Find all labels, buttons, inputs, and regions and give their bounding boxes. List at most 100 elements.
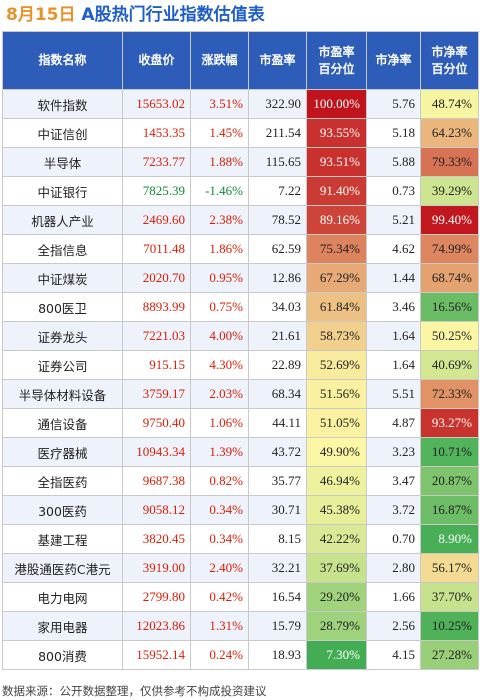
cell-index-name: 800医卫 (2, 292, 123, 322)
col-header-pb: 市净率 (366, 31, 421, 90)
table-row: 机器人产业 2469.60 2.38% 78.52 89.16% 5.21 99.40% (2, 205, 479, 235)
cell-pb: 5.76 (366, 89, 421, 119)
cell-close-price: 3820.45 (122, 524, 191, 554)
cell-index-name: 中证信创 (2, 118, 123, 148)
cell-pe: 44.11 (248, 408, 307, 438)
cell-pb-percentile: 20.87% (420, 466, 479, 496)
cell-index-name: 港股通医药C港元 (2, 553, 123, 583)
cell-change-pct: 1.88% (190, 147, 249, 177)
cell-close-price: 10943.34 (122, 437, 191, 467)
table-row: 800医卫 8893.99 0.75% 34.03 61.84% 3.46 16.56% (2, 292, 479, 322)
cell-index-name: 中证银行 (2, 176, 123, 206)
cell-index-name: 全指医药 (2, 466, 123, 496)
cell-pe: 115.65 (248, 147, 307, 177)
cell-pb-percentile: 64.23% (420, 118, 479, 148)
cell-change-pct: 1.39% (190, 437, 249, 467)
table-row: 港股通医药C港元 3919.00 2.40% 32.21 37.69% 2.80 56.17… (2, 553, 479, 583)
cell-pe-percentile: 100.00% (306, 89, 367, 119)
cell-pb: 5.21 (366, 205, 421, 235)
cell-index-name: 半导体材料设备 (2, 379, 123, 409)
cell-pe-percentile: 93.55% (306, 118, 367, 148)
cell-close-price: 7221.03 (122, 321, 191, 351)
cell-pb-percentile: 8.90% (420, 524, 479, 554)
cell-pb-percentile: 74.99% (420, 234, 479, 264)
cell-change-pct: 1.86% (190, 234, 249, 264)
col-header-pe-percentile: 市盈率 百分位 (306, 31, 367, 90)
cell-pe: 15.79 (248, 611, 307, 641)
cell-pb-percentile: 10.25% (420, 611, 479, 641)
cell-close-price: 3919.00 (122, 553, 191, 583)
table-row: 证券龙头 7221.03 4.00% 21.61 58.73% 1.64 50.25% (2, 321, 479, 351)
col-header-close: 收盘价 (122, 31, 191, 90)
cell-pe-percentile: 91.40% (306, 176, 367, 206)
cell-pb-percentile: 48.74% (420, 89, 479, 119)
table-row: 通信设备 9750.40 1.06% 44.11 51.05% 4.87 93.27% (2, 408, 479, 438)
cell-close-price: 8893.99 (122, 292, 191, 322)
cell-change-pct: 0.34% (190, 524, 249, 554)
cell-close-price: 15952.14 (122, 640, 191, 670)
cell-pb: 4.87 (366, 408, 421, 438)
cell-pb: 1.64 (366, 350, 421, 380)
cell-change-pct: 2.40% (190, 553, 249, 583)
cell-pb-percentile: 72.33% (420, 379, 479, 409)
cell-pb: 1.64 (366, 321, 421, 351)
cell-change-pct: 3.51% (190, 89, 249, 119)
cell-pb-percentile: 68.74% (420, 263, 479, 293)
cell-index-name: 证券公司 (2, 350, 123, 380)
table-row: 基建工程 3820.45 0.34% 8.15 42.22% 0.70 8.90% (2, 524, 479, 554)
cell-pb: 0.70 (366, 524, 421, 554)
cell-pe-percentile: 7.30% (306, 640, 367, 670)
cell-pb: 3.47 (366, 466, 421, 496)
cell-pb-percentile: 50.25% (420, 321, 479, 351)
cell-pb: 0.73 (366, 176, 421, 206)
table-row: 半导体材料设备 3759.17 2.03% 68.34 51.56% 5.51 72.33% (2, 379, 479, 409)
cell-pe: 18.93 (248, 640, 307, 670)
cell-pb: 5.18 (366, 118, 421, 148)
cell-index-name: 全指信息 (2, 234, 123, 264)
cell-change-pct: 2.38% (190, 205, 249, 235)
cell-pb-percentile: 79.33% (420, 147, 479, 177)
cell-pe: 16.54 (248, 582, 307, 612)
cell-change-pct: 0.24% (190, 640, 249, 670)
cell-close-price: 7011.48 (122, 234, 191, 264)
cell-change-pct: 4.00% (190, 321, 249, 351)
cell-pb: 1.66 (366, 582, 421, 612)
page-title: 8月15日 A股热门行业指数估值表 (6, 2, 265, 28)
cell-close-price: 9058.12 (122, 495, 191, 525)
cell-pb-percentile: 27.28% (420, 640, 479, 670)
cell-pe: 35.77 (248, 466, 307, 496)
cell-close-price: 2799.80 (122, 582, 191, 612)
cell-change-pct: -1.46% (190, 176, 249, 206)
cell-index-name: 基建工程 (2, 524, 123, 554)
cell-close-price: 915.15 (122, 350, 191, 380)
cell-pe-percentile: 42.22% (306, 524, 367, 554)
table-row: 软件指数 15653.02 3.51% 322.90 100.00% 5.76 48.74% (2, 89, 479, 119)
cell-index-name: 通信设备 (2, 408, 123, 438)
cell-pe: 78.52 (248, 205, 307, 235)
table-body: 软件指数 15653.02 3.51% 322.90 100.00% 5.76 48.74%… (2, 89, 479, 670)
cell-pe-percentile: 61.84% (306, 292, 367, 322)
cell-index-name: 医疗器械 (2, 437, 123, 467)
cell-pb-percentile: 37.70% (420, 582, 479, 612)
table-row: 半导体 7233.77 1.88% 115.65 93.51% 5.88 79.33% (2, 147, 479, 177)
cell-pe: 322.90 (248, 89, 307, 119)
cell-pe-percentile: 52.69% (306, 350, 367, 380)
cell-pe: 62.59 (248, 234, 307, 264)
cell-pb-percentile: 10.71% (420, 437, 479, 467)
cell-pe-percentile: 45.38% (306, 495, 367, 525)
cell-pb: 3.72 (366, 495, 421, 525)
cell-pe-percentile: 51.05% (306, 408, 367, 438)
cell-change-pct: 0.42% (190, 582, 249, 612)
cell-index-name: 软件指数 (2, 89, 123, 119)
cell-index-name: 300医药 (2, 495, 123, 525)
valuation-table: 指数名称 收盘价 涨跌幅 市盈率 市盈率 百分位 市净率 市净率 百分位 软件指数 1… (2, 31, 479, 670)
table-row: 中证信创 1453.35 1.45% 211.54 93.55% 5.18 64.23% (2, 118, 479, 148)
table-row: 全指信息 7011.48 1.86% 62.59 75.34% 4.62 74.99% (2, 234, 479, 264)
cell-pb: 1.44 (366, 263, 421, 293)
cell-pe-percentile: 89.16% (306, 205, 367, 235)
cell-change-pct: 0.95% (190, 263, 249, 293)
cell-pe-percentile: 58.73% (306, 321, 367, 351)
cell-pe: 21.61 (248, 321, 307, 351)
cell-pb: 4.62 (366, 234, 421, 264)
cell-close-price: 2020.70 (122, 263, 191, 293)
